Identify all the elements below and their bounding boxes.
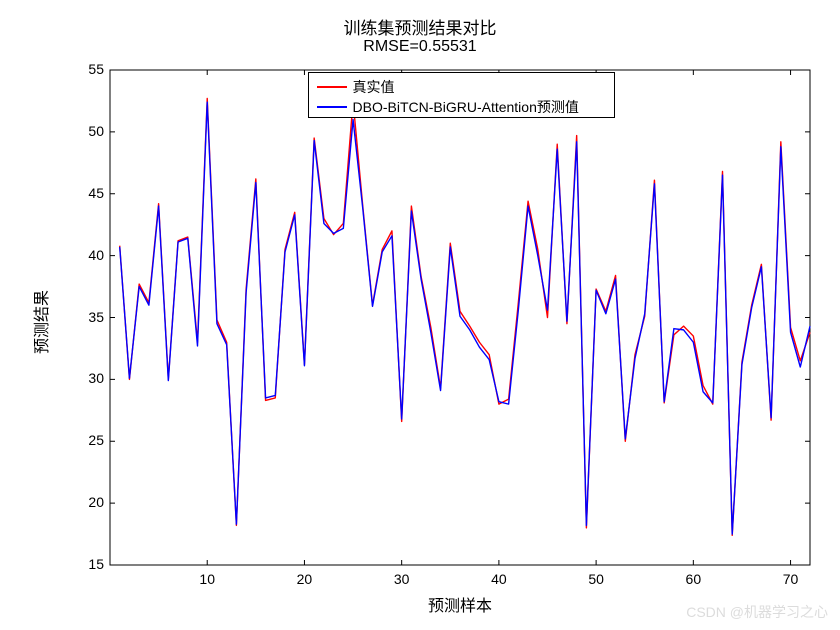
legend-swatch <box>317 106 347 108</box>
x-tick-label: 40 <box>484 571 514 587</box>
legend-item: DBO-BiTCN-BiGRU-Attention预测值 <box>317 97 579 117</box>
y-tick-label: 25 <box>72 432 104 448</box>
x-tick-label: 70 <box>776 571 806 587</box>
y-tick-label: 35 <box>72 309 104 325</box>
legend-swatch <box>317 86 347 88</box>
y-tick-label: 50 <box>72 123 104 139</box>
series-line <box>120 98 810 535</box>
y-tick-label: 20 <box>72 494 104 510</box>
y-axis-label: 预测结果 <box>28 262 52 382</box>
y-tick-label: 40 <box>72 247 104 263</box>
y-tick-label: 55 <box>72 61 104 77</box>
legend-item: 真实值 <box>317 77 395 97</box>
axis-box <box>110 70 810 565</box>
y-tick-label: 30 <box>72 370 104 386</box>
x-tick-label: 60 <box>678 571 708 587</box>
chart-container: 训练集预测结果对比 RMSE=0.55531 预测样本 预测结果 真实值DBO-… <box>0 0 840 630</box>
legend: 真实值DBO-BiTCN-BiGRU-Attention预测值 <box>308 72 615 118</box>
legend-label: 真实值 <box>353 77 395 97</box>
y-tick-label: 45 <box>72 185 104 201</box>
watermark: CSDN @机器学习之心 <box>686 602 828 622</box>
legend-label: DBO-BiTCN-BiGRU-Attention预测值 <box>353 97 579 117</box>
y-tick-label: 15 <box>72 556 104 572</box>
x-tick-label: 20 <box>289 571 319 587</box>
x-tick-label: 30 <box>387 571 417 587</box>
x-tick-label: 50 <box>581 571 611 587</box>
x-tick-label: 10 <box>192 571 222 587</box>
